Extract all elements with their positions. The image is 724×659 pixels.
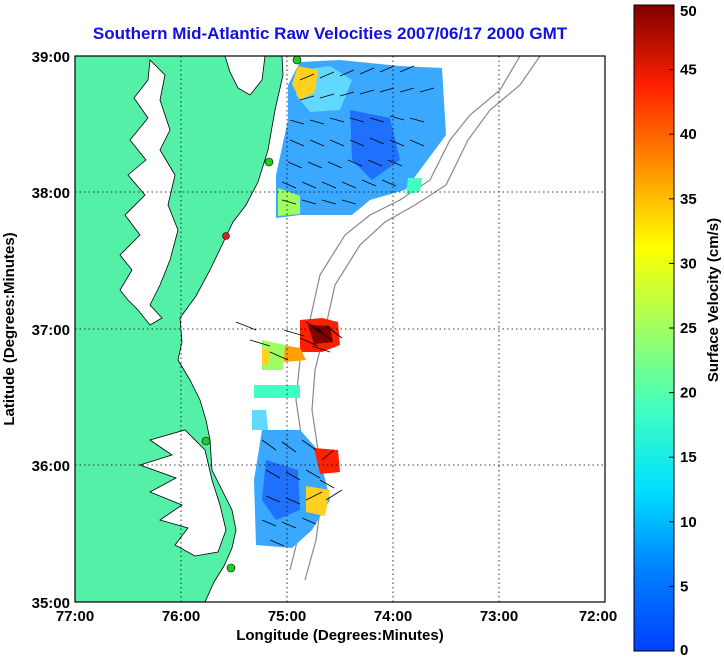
map-title: Southern Mid-Atlantic Raw Velocities 200… bbox=[92, 24, 568, 43]
delaware-bay bbox=[224, 56, 266, 96]
velocity-field-middle bbox=[254, 318, 340, 398]
colorbar-tick-label: 0 bbox=[680, 642, 688, 659]
pamlico-sound bbox=[138, 429, 227, 557]
colorbar-label: Surface Velocity (cm/s) bbox=[705, 218, 722, 382]
colorbar-tick-label: 20 bbox=[680, 385, 697, 402]
x-axis: 77:00 76:00 75:00 74:00 73:00 72:00 Long… bbox=[56, 608, 617, 644]
y-tick-label: 37:00 bbox=[32, 322, 70, 339]
x-tick-label: 75:00 bbox=[268, 608, 306, 625]
y-axis: 39:00 38:00 37:00 36:00 35:00 Latitude (… bbox=[1, 49, 70, 612]
x-tick-label: 74:00 bbox=[374, 608, 412, 625]
velocity-arrows bbox=[235, 65, 435, 547]
x-tick-label: 76:00 bbox=[162, 608, 200, 625]
colorbar-tick-label: 10 bbox=[680, 514, 697, 531]
colorbar-gradient bbox=[633, 4, 675, 652]
radar-stations bbox=[201, 56, 302, 573]
colorbar-tick-label: 5 bbox=[680, 578, 688, 595]
colorbar-tick-label: 30 bbox=[680, 255, 697, 272]
chesapeake-bay bbox=[119, 59, 179, 326]
y-axis-label: Latitude (Degrees:Minutes) bbox=[1, 232, 18, 425]
colorbar-tick-label: 40 bbox=[680, 126, 697, 143]
x-tick-label: 77:00 bbox=[56, 608, 94, 625]
y-tick-label: 38:00 bbox=[32, 185, 70, 202]
plot-frame bbox=[74, 55, 606, 603]
colorbar-tick-label: 35 bbox=[680, 191, 697, 208]
colorbar-tick-label: 50 bbox=[680, 3, 697, 20]
x-tick-label: 73:00 bbox=[480, 608, 518, 625]
grid-lines bbox=[75, 56, 605, 602]
x-tick-label: 72:00 bbox=[579, 608, 617, 625]
y-tick-label: 36:00 bbox=[32, 458, 70, 475]
y-tick-label: 39:00 bbox=[32, 49, 70, 66]
colorbar-tick-label: 15 bbox=[680, 449, 697, 466]
colorbar-tick-label: 45 bbox=[680, 62, 697, 79]
velocity-field-south bbox=[252, 410, 340, 548]
x-axis-label: Longitude (Degrees:Minutes) bbox=[236, 627, 444, 644]
colorbar-tick-label: 25 bbox=[680, 320, 697, 337]
velocity-field-north bbox=[276, 60, 446, 218]
y-tick-label: 35:00 bbox=[32, 595, 70, 612]
